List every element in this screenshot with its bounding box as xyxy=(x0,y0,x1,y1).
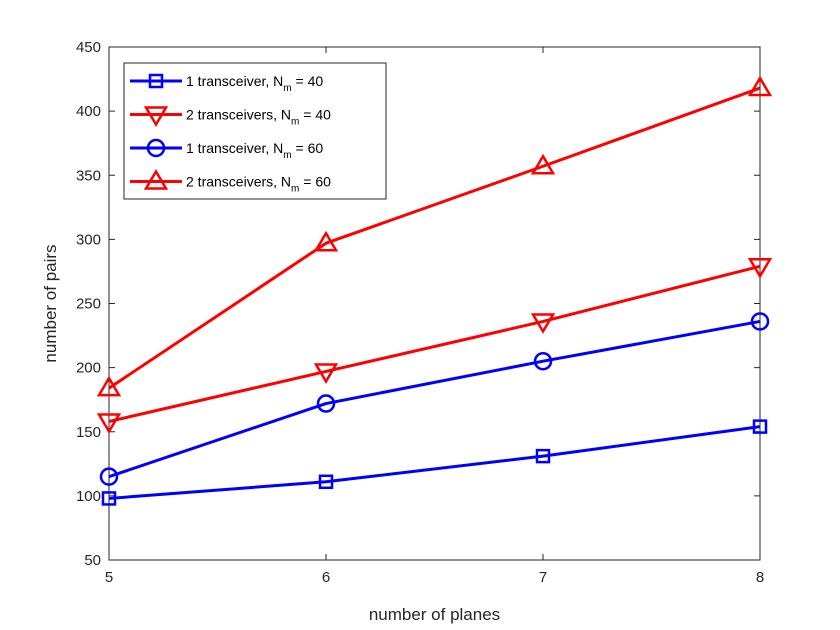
legend-label: 1 transceiver, Nm = 40 xyxy=(186,73,323,94)
series-2 xyxy=(96,258,773,434)
legend-marker xyxy=(146,138,166,158)
data-point xyxy=(316,394,336,413)
legend-label: 1 transceiver, Nm = 60 xyxy=(186,140,323,161)
x-tick-label: 8 xyxy=(756,569,764,586)
legend-marker xyxy=(143,169,169,190)
legend-item: 2 transceivers, Nm = 40 xyxy=(130,106,331,128)
legend-label: 2 transceivers, Nm = 60 xyxy=(186,174,331,195)
series-line xyxy=(108,425,761,500)
legend-item: 1 transceiver, Nm = 40 xyxy=(130,73,323,94)
y-axis-label: number of pairs xyxy=(41,244,60,362)
legend-item: 2 transceivers, Nm = 60 xyxy=(130,169,331,195)
y-tick-label: 350 xyxy=(76,167,101,184)
y-tick-label: 100 xyxy=(76,488,101,505)
data-point xyxy=(533,351,553,371)
legend-marker xyxy=(148,73,164,89)
data-point xyxy=(313,363,339,384)
data-point xyxy=(96,413,122,434)
series-line xyxy=(108,264,761,423)
legend-marker xyxy=(143,106,169,127)
data-point xyxy=(101,491,117,506)
y-tick-label: 250 xyxy=(76,296,101,313)
y-tick-label: 200 xyxy=(76,360,101,377)
series-4 xyxy=(96,75,773,397)
x-axis-label: number of planes xyxy=(369,605,500,624)
x-tick-label: 6 xyxy=(322,569,330,586)
series-1 xyxy=(101,419,768,506)
x-tick-label: 5 xyxy=(105,569,113,586)
data-point xyxy=(535,448,551,464)
data-point xyxy=(530,153,556,175)
y-tick-label: 50 xyxy=(84,552,101,569)
x-tick-label: 7 xyxy=(539,569,547,586)
y-tick-label: 150 xyxy=(76,424,101,441)
legend: 1 transceiver, Nm = 40 2 transceivers, Nm… xyxy=(123,62,387,200)
series-line xyxy=(108,319,761,479)
data-point xyxy=(313,230,339,252)
data-point xyxy=(747,258,773,279)
data-point xyxy=(747,75,773,97)
series-3 xyxy=(99,312,770,486)
legend-item: 1 transceiver, Nm = 60 xyxy=(130,138,323,161)
legend-box xyxy=(123,62,387,200)
y-tick-label: 300 xyxy=(76,231,101,248)
data-point xyxy=(750,312,770,331)
data-series xyxy=(96,75,773,506)
data-point xyxy=(96,375,122,397)
data-point xyxy=(99,467,119,486)
axis-tick-labels: 5 6 7 8 50 100 150 200 250 300 350 400 450 xyxy=(76,39,764,586)
series-line xyxy=(108,86,761,390)
legend-label: 2 transceivers, Nm = 40 xyxy=(186,107,331,128)
data-point xyxy=(530,313,556,334)
y-tick-label: 450 xyxy=(76,39,101,56)
data-point xyxy=(752,419,768,434)
data-point xyxy=(318,474,334,490)
y-tick-label: 400 xyxy=(76,103,101,120)
